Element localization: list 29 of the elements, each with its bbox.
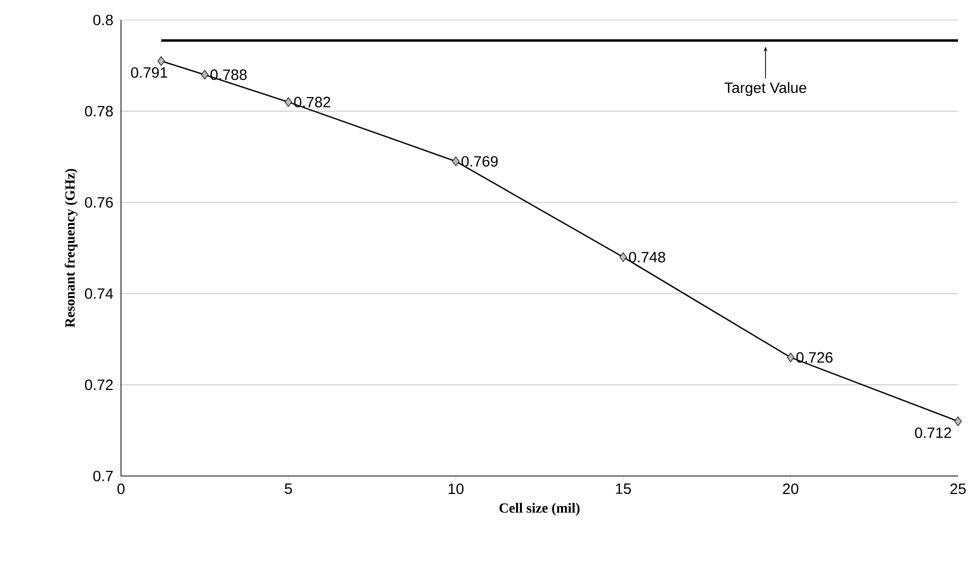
data-label: 0.788 [210, 69, 247, 80]
data-label: 0.769 [462, 156, 498, 167]
point [452, 156, 460, 166]
x-tick-label: 5 [284, 484, 292, 494]
x-tick-label: 20 [783, 484, 798, 494]
point [620, 252, 627, 262]
point [954, 416, 962, 426]
point [201, 70, 208, 80]
point [284, 97, 292, 107]
y-tick-label: 0.76 [84, 197, 113, 208]
x-tick-label: 15 [616, 484, 631, 494]
point [158, 56, 165, 66]
x-tick-label: 25 [950, 484, 966, 494]
y-tick-label: 0.78 [84, 106, 113, 116]
data-label: 0.748 [628, 252, 666, 262]
y-tick-label: 0.72 [84, 380, 113, 390]
x-tick-label: 10 [448, 484, 464, 494]
annotation: Target Value [724, 82, 806, 96]
data-label: 0.726 [796, 352, 833, 363]
data-label: 0.782 [294, 96, 330, 108]
y-axis-title: Resonant frequency (GHz) [64, 168, 78, 328]
y-tick-label: 0.74 [84, 288, 114, 299]
point [786, 352, 794, 362]
x-axis-title: Cell size (mil) [500, 502, 580, 516]
data-label: 0.791 [131, 67, 168, 78]
y-tick-label: 0.7 [93, 470, 113, 482]
y-tick-label: 0.8 [93, 14, 113, 26]
x-tick-label: 0 [117, 484, 125, 494]
data-label: 0.712 [914, 427, 952, 438]
